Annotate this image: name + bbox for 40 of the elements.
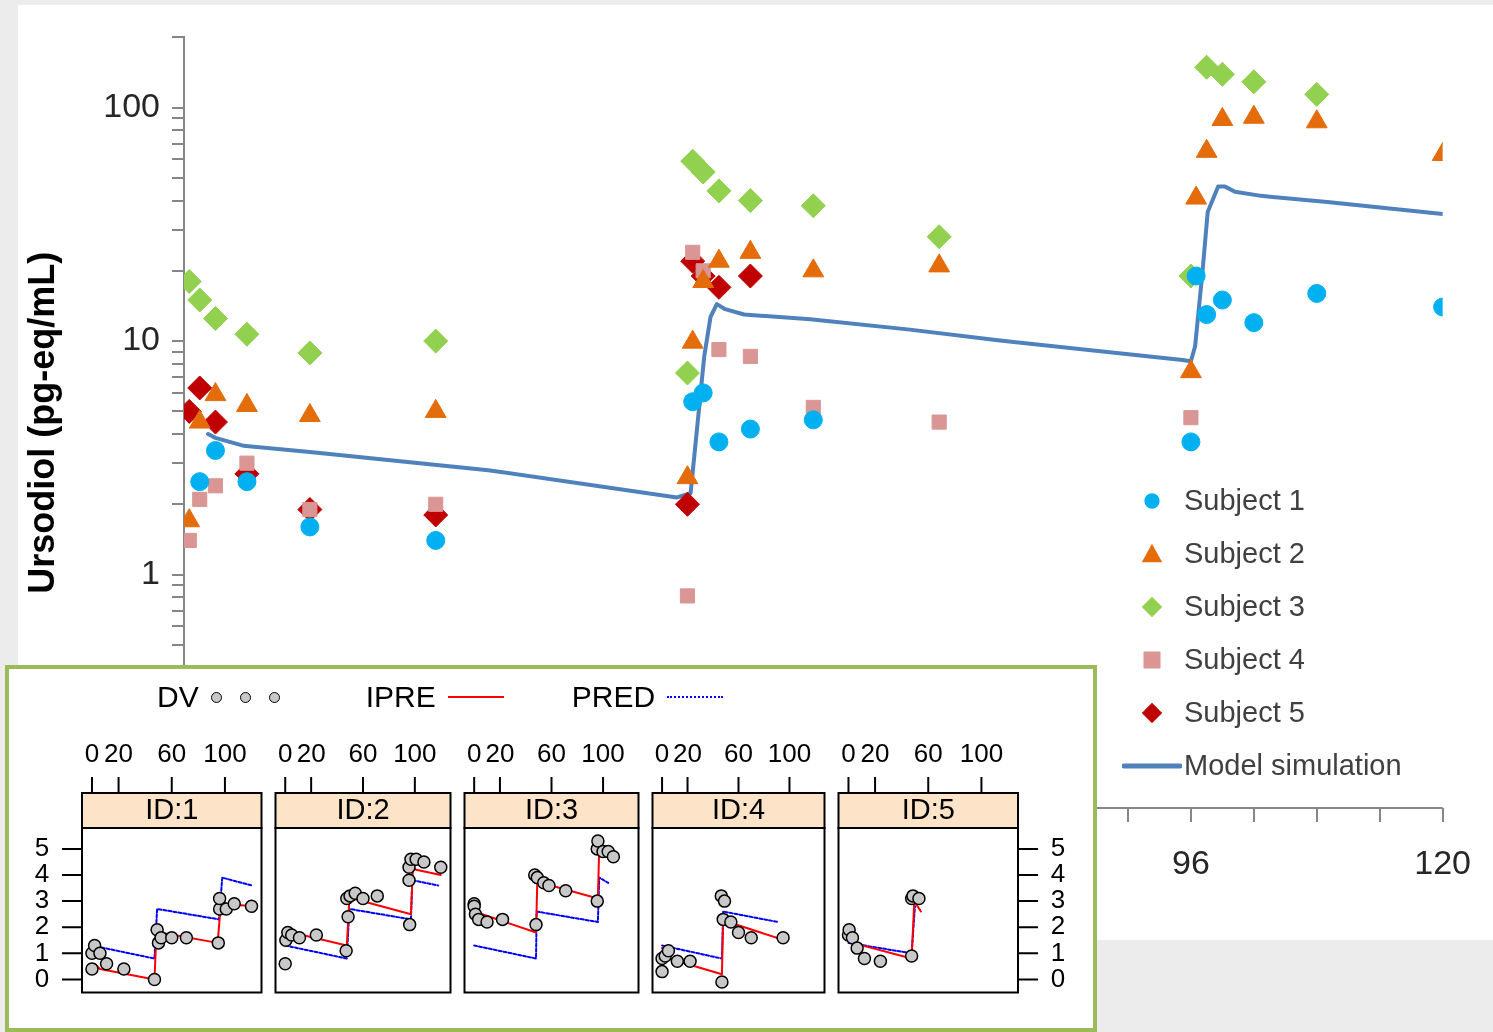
x-tick-label: 0 — [841, 738, 856, 769]
x-tick-label: 120 — [1414, 842, 1471, 881]
x-tick-label: 100 — [203, 738, 247, 769]
legend-label: Subject 1 — [1184, 484, 1305, 517]
x-tick-label: 100 — [393, 738, 437, 769]
y-tick-label: 1 — [141, 552, 160, 591]
legend-label: PRED — [571, 680, 656, 714]
x-tick-label: 20 — [485, 738, 515, 769]
y-axis-title: Ursodiol (pg-eq/mL) — [20, 251, 62, 594]
legend-label: IPRE — [365, 680, 436, 714]
x-tick-label: 60 — [537, 738, 566, 769]
x-tick-label: 20 — [860, 738, 890, 769]
x-tick-label: 96 — [1171, 842, 1210, 881]
x-tick-label: 60 — [348, 738, 378, 769]
x-tick-label: 20 — [673, 738, 702, 769]
x-tick-label: 60 — [913, 738, 943, 769]
x-tick-label: 100 — [581, 738, 625, 769]
x-tick-label: 0 — [466, 738, 482, 769]
x-tick-label: 0 — [84, 738, 100, 769]
x-tick-label: 20 — [104, 738, 134, 769]
chart-title: ID:3 — [524, 793, 579, 825]
legend-label: DV — [157, 680, 199, 714]
legend-label: Subject 3 — [1184, 590, 1305, 623]
legend-label: Subject 5 — [1184, 696, 1305, 729]
legend-label: Subject 2 — [1184, 537, 1305, 570]
legend-label: Model simulation — [1184, 749, 1402, 782]
x-tick-label: 100 — [959, 738, 1004, 769]
chart-title: ID:1 — [145, 793, 199, 825]
x-tick-label: 60 — [724, 738, 753, 769]
x-tick-label: 0 — [277, 738, 293, 769]
y-tick-label: 10 — [122, 319, 160, 358]
chart-title: ID:5 — [901, 793, 955, 825]
chart-title: ID:2 — [336, 793, 390, 825]
y-tick-label: 100 — [103, 86, 160, 125]
x-tick-label: 100 — [767, 738, 812, 769]
legend-label: Subject 4 — [1184, 643, 1305, 676]
x-tick-label: 0 — [654, 738, 670, 769]
x-tick-label: 20 — [296, 738, 326, 769]
chart-title: ID:4 — [711, 793, 766, 825]
x-tick-label: 60 — [157, 738, 187, 769]
